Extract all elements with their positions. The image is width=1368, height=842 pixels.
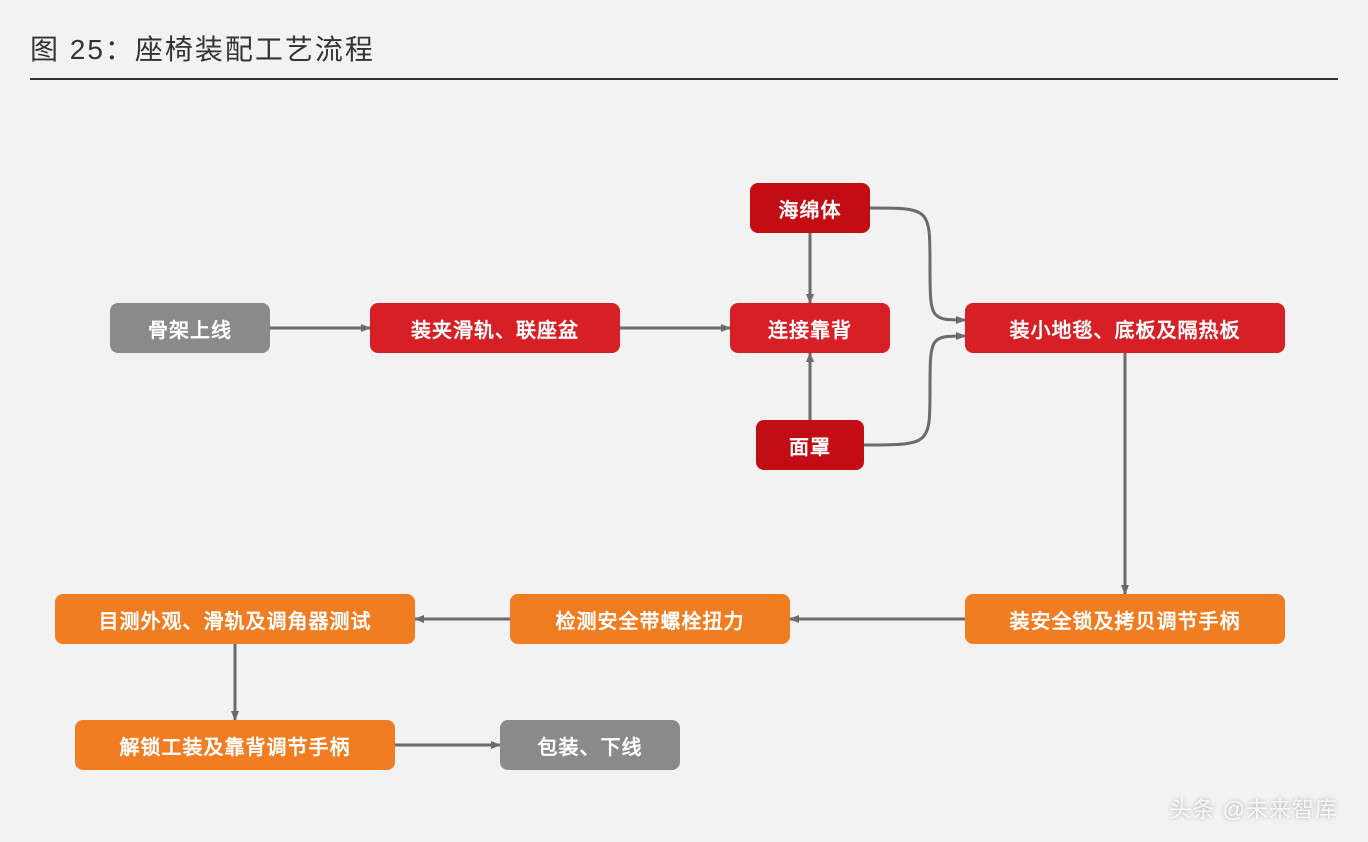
flow-node-n7: 装安全锁及拷贝调节手柄: [965, 594, 1285, 644]
figure-title: 图 25：座椅装配工艺流程: [30, 34, 375, 65]
flow-node-n5: 面罩: [756, 420, 864, 470]
flow-node-n9: 目测外观、滑轨及调角器测试: [55, 594, 415, 644]
flow-node-n8: 检测安全带螺栓扭力: [510, 594, 790, 644]
flow-node-n10: 解锁工装及靠背调节手柄: [75, 720, 395, 770]
flow-node-n2: 装夹滑轨、联座盆: [370, 303, 620, 353]
flow-node-n11: 包装、下线: [500, 720, 680, 770]
flow-node-n3: 连接靠背: [730, 303, 890, 353]
flow-node-n1: 骨架上线: [110, 303, 270, 353]
flow-node-n6: 装小地毯、底板及隔热板: [965, 303, 1285, 353]
flowchart-edges: [0, 0, 1368, 842]
figure-title-bar: 图 25：座椅装配工艺流程: [30, 28, 1338, 80]
watermark: 头条 @未来智库: [1170, 792, 1338, 824]
flow-node-n4: 海绵体: [750, 183, 870, 233]
